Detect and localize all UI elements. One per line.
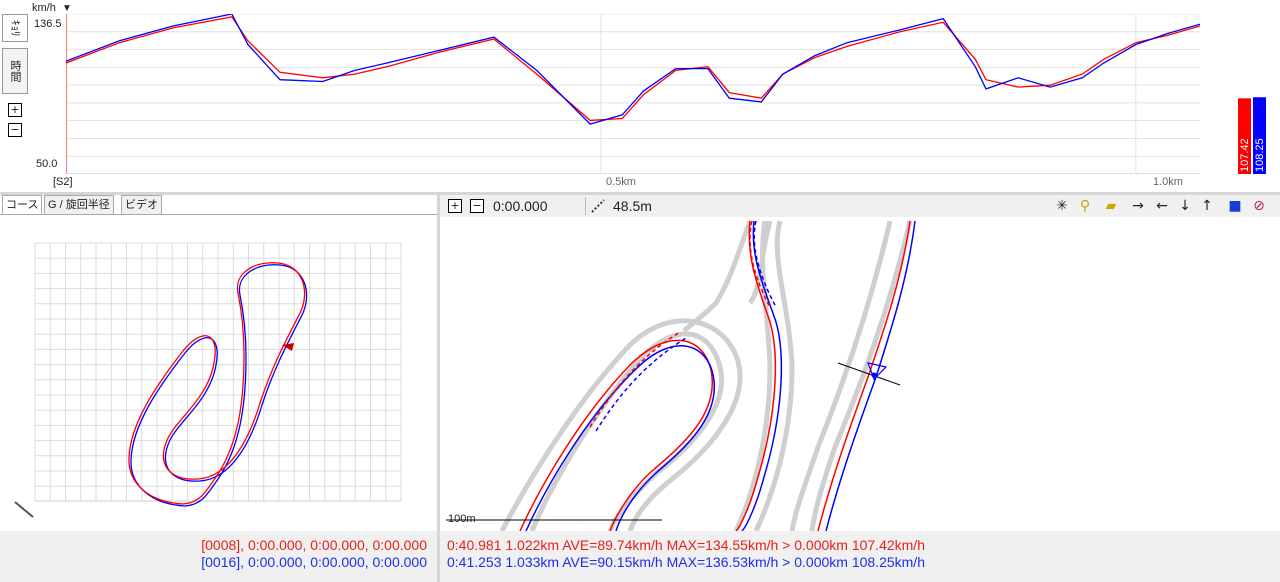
map-zoom-out-button[interactable]: − xyxy=(470,199,484,213)
zoom-icon[interactable]: ⚲ xyxy=(1079,198,1091,214)
status-line-red: [0008], 0:00.000, 0:00.000, 0:00.000 xyxy=(201,537,427,553)
speed-bars: 107.42 108.25 xyxy=(1238,97,1266,174)
speed-chart-panel: ｷｮﾘ 時間 + − km/h ▼ 136.5 50.0 [S2] 0.5km … xyxy=(0,0,1280,192)
y-min-label: 50.0 xyxy=(36,158,58,170)
folder-open-icon[interactable]: ▰ xyxy=(1105,198,1117,214)
y-max-label: 136.5 xyxy=(34,18,62,30)
lap-status: 0:40.981 1.022km AVE=89.74km/h MAX=134.5… xyxy=(440,531,1280,582)
zoom-in-button[interactable]: + xyxy=(8,103,22,117)
start-marker-label: [S2] xyxy=(53,176,73,188)
course-line-blue xyxy=(130,264,308,507)
north-indicator-icon xyxy=(14,501,34,518)
course-grid xyxy=(34,242,402,502)
measure-icon[interactable] xyxy=(590,198,606,214)
speed-bar-label-1: 108.25 xyxy=(1254,138,1266,172)
save-icon[interactable]: ■ xyxy=(1228,198,1242,214)
course-line-red xyxy=(128,262,306,505)
tab-course[interactable]: コース xyxy=(2,195,43,215)
arrow-down-icon[interactable]: ↓ xyxy=(1179,198,1191,214)
scale-label: 100m xyxy=(448,513,476,525)
speed-bar-0 xyxy=(1238,98,1251,174)
time-readout: 0:00.000 xyxy=(493,198,548,214)
status-line-blue: [0016], 0:00.000, 0:00.000, 0:00.000 xyxy=(201,554,427,570)
tab-g-radius[interactable]: G / 旋回半径 xyxy=(44,195,114,214)
arrow-left-icon[interactable]: ← xyxy=(1156,198,1168,214)
speed-unit-label: km/h xyxy=(32,2,56,14)
x-tick-label-1: 1.0km xyxy=(1153,176,1183,188)
speed-series xyxy=(66,14,1200,125)
distance-readout: 48.5m xyxy=(613,198,652,214)
zoom-map[interactable] xyxy=(440,217,1280,531)
toolbar-separator xyxy=(585,197,586,215)
speed-series-1 xyxy=(66,14,1200,125)
track-edges xyxy=(499,220,913,531)
vertical-splitter[interactable] xyxy=(437,195,440,582)
tab-distance-label: ｷｮﾘ xyxy=(9,19,21,37)
speed-bar-1 xyxy=(1253,97,1266,174)
car-cursor-icon xyxy=(837,362,901,386)
course-status: [0008], 0:00.000, 0:00.000, 0:00.000 [00… xyxy=(0,531,437,582)
map-toolbar: + − 0:00.000 48.5m ✳ ⚲ ▰ → ← ↓ ↑ ■ ⊘ xyxy=(440,195,1280,217)
racing-lines xyxy=(519,220,916,531)
tab-time[interactable]: 時間 xyxy=(2,48,28,94)
crosshair-icon[interactable]: ✳ xyxy=(1056,198,1068,214)
course-map[interactable] xyxy=(0,215,437,531)
arrow-up-icon[interactable]: ↑ xyxy=(1201,198,1213,214)
x-tick-label-0: 0.5km xyxy=(606,176,636,188)
speed-series-0 xyxy=(66,16,1200,122)
zoom-map-panel: + − 0:00.000 48.5m ✳ ⚲ ▰ → ← ↓ ↑ ■ ⊘ xyxy=(440,195,1280,582)
speed-grid xyxy=(66,14,1200,174)
paperclip-icon[interactable]: ⊘ xyxy=(1253,198,1265,214)
tab-video[interactable]: ビデオ xyxy=(121,195,162,214)
tab-time-label: 時間 xyxy=(9,60,21,82)
lap-status-red: 0:40.981 1.022km AVE=89.74km/h MAX=134.5… xyxy=(447,537,925,553)
zoom-out-button[interactable]: − xyxy=(8,123,22,137)
speed-bar-label-0: 107.42 xyxy=(1239,138,1251,172)
map-zoom-in-button[interactable]: + xyxy=(448,199,462,213)
course-panel: コース G / 旋回半径 ビデオ [0008], 0:00.000, 0:00.… xyxy=(0,195,437,582)
unit-dropdown-icon[interactable]: ▼ xyxy=(62,3,72,14)
speed-plot[interactable] xyxy=(66,14,1200,174)
tab-divider xyxy=(0,214,437,215)
arrow-right-icon[interactable]: → xyxy=(1132,198,1144,214)
lap-status-blue: 0:41.253 1.033km AVE=90.15km/h MAX=136.5… xyxy=(447,554,925,570)
horizontal-splitter[interactable] xyxy=(0,192,1280,195)
car-marker-icon xyxy=(282,343,294,351)
tab-distance[interactable]: ｷｮﾘ xyxy=(2,14,28,42)
